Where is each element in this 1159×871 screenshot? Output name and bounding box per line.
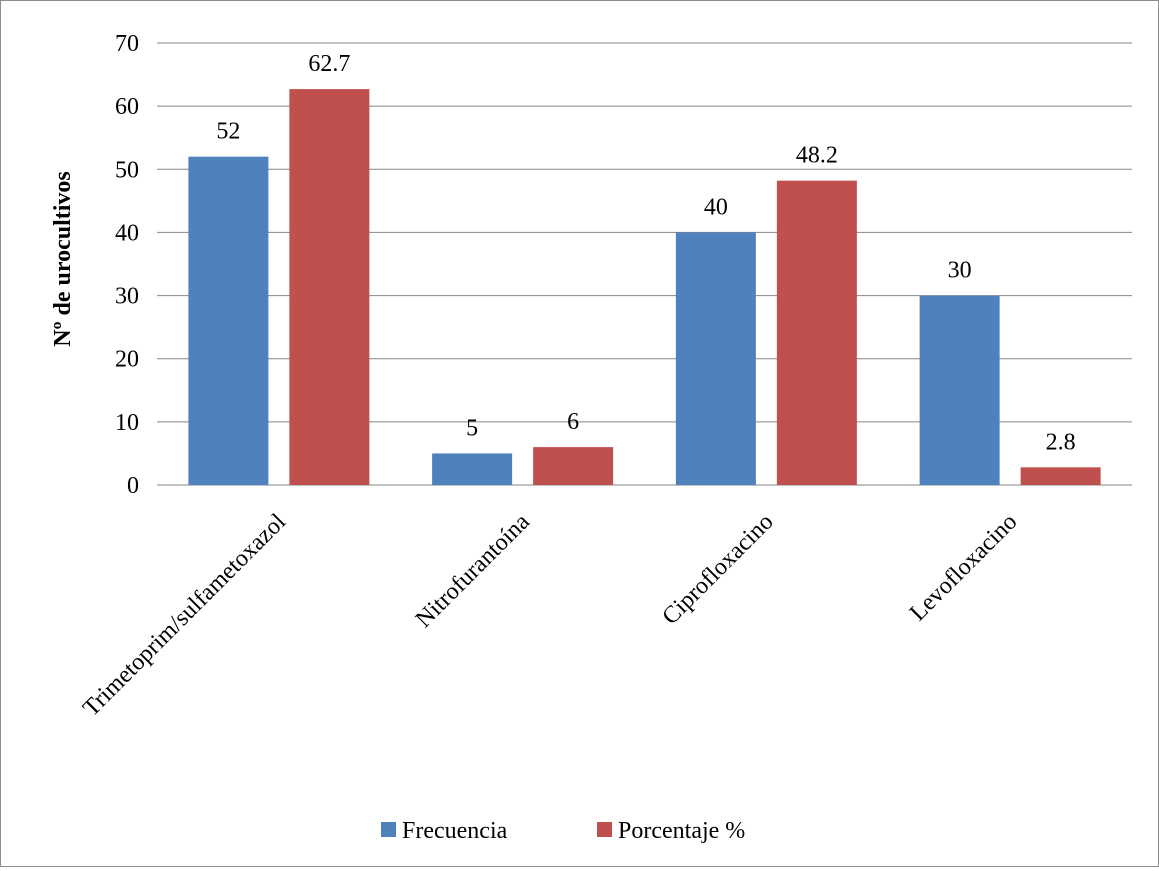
y-tick-label: 50 <box>115 157 139 183</box>
y-tick-label: 40 <box>115 220 139 246</box>
data-label: 48.2 <box>796 143 838 169</box>
y-axis-title: Nº de urocultivos <box>50 171 76 347</box>
legend-swatch <box>381 822 396 837</box>
data-label: 30 <box>948 258 972 284</box>
data-label: 62.7 <box>308 51 350 77</box>
legend-label: Frecuencia <box>402 818 508 844</box>
bar <box>188 156 269 485</box>
bar <box>1020 467 1101 485</box>
y-tick-label: 20 <box>115 347 139 373</box>
y-axis-ticks: 0 10 20 30 40 50 60 70 <box>115 31 139 499</box>
x-category-label: Trimetoprim/sulfametoxazol <box>78 509 291 722</box>
legend-label: Porcentaje % <box>618 818 745 844</box>
bar <box>919 295 1000 485</box>
x-axis-categories: Trimetoprim/sulfametoxazol Nitrofurantoín… <box>78 509 1022 722</box>
x-category-label: Ciprofloxacino <box>657 509 778 630</box>
legend: Frecuencia Porcentaje % <box>381 818 745 844</box>
data-label: 5 <box>466 415 478 441</box>
y-tick-label: 30 <box>115 284 139 310</box>
data-labels: 52 62.7 5 6 40 48.2 30 2.8 <box>216 51 1075 455</box>
data-label: 6 <box>567 409 579 435</box>
data-label: 40 <box>704 194 728 220</box>
bar <box>675 232 756 485</box>
bar <box>776 180 857 485</box>
x-category-label: Nitrofurantoína <box>411 509 535 633</box>
data-label: 52 <box>216 119 240 145</box>
bars <box>188 89 1101 485</box>
y-tick-label: 60 <box>115 94 139 120</box>
data-label: 2.8 <box>1046 429 1076 455</box>
legend-swatch <box>597 822 612 837</box>
x-category-label: Levofloxacino <box>905 509 1022 626</box>
bar <box>432 453 513 485</box>
y-tick-label: 70 <box>115 31 139 57</box>
bar <box>533 447 614 485</box>
y-tick-label: 10 <box>115 410 139 436</box>
y-tick-label: 0 <box>127 473 139 499</box>
bar <box>289 89 370 485</box>
